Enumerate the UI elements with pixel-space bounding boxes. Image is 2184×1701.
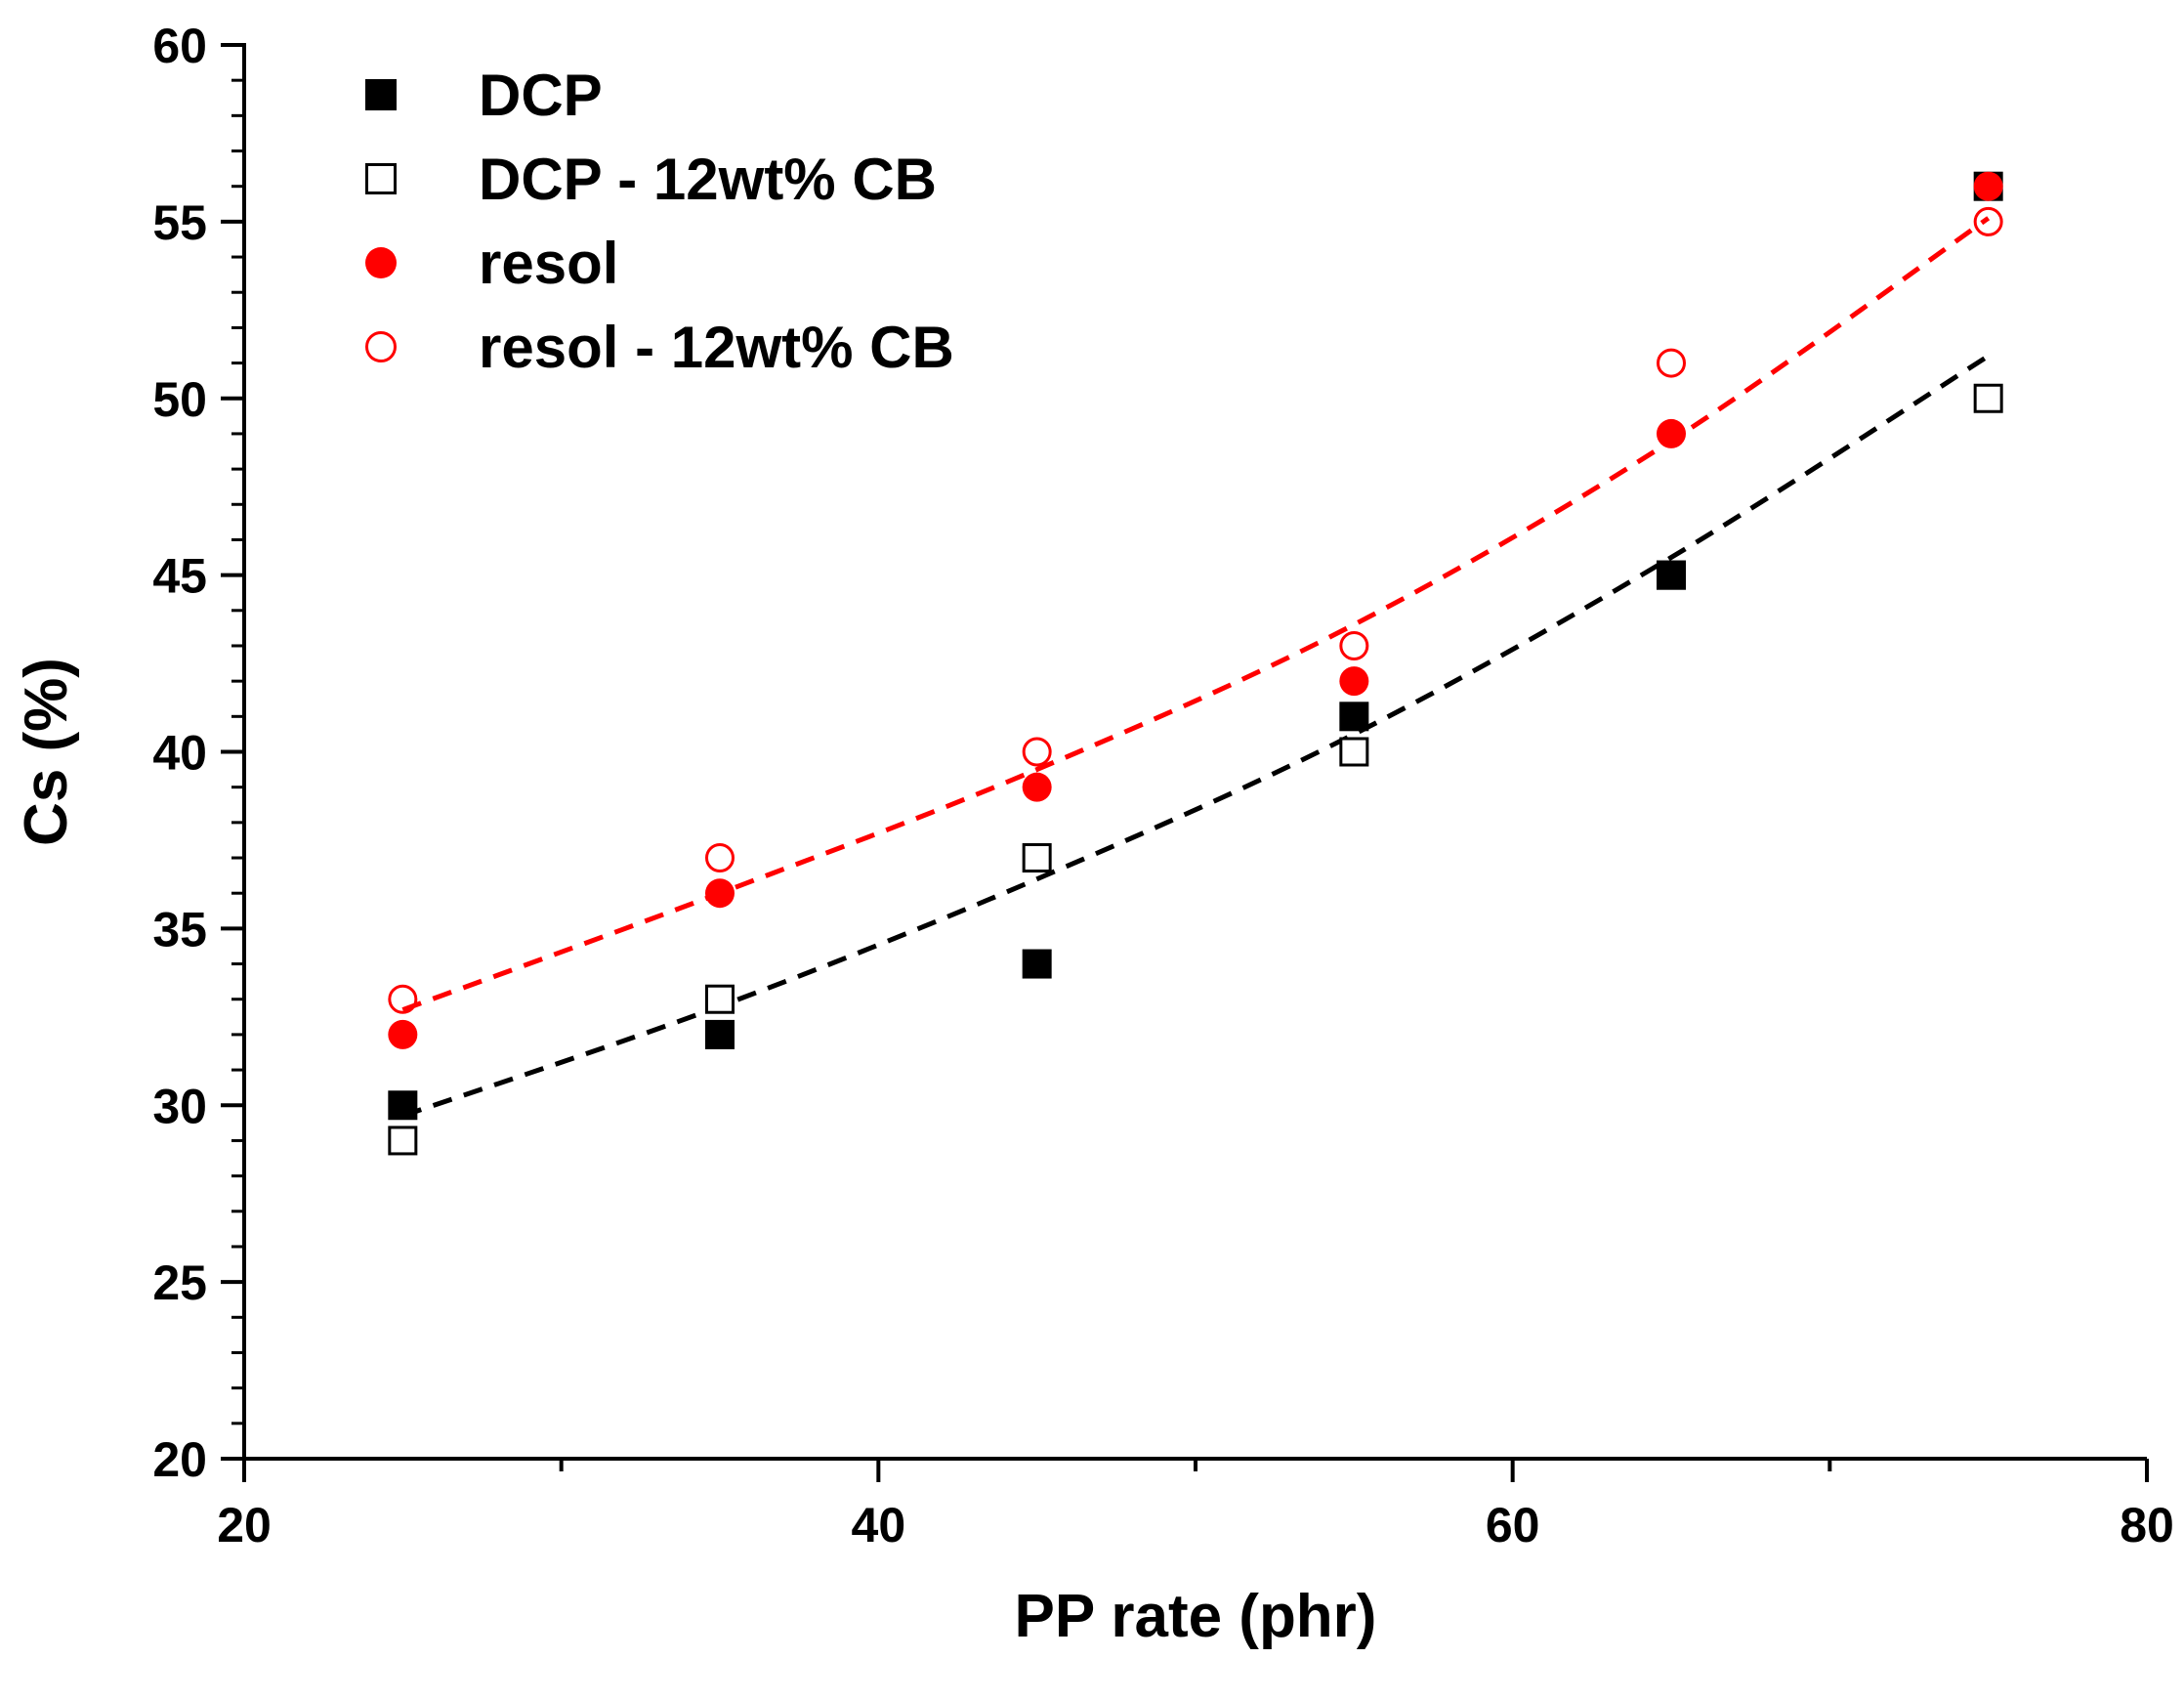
y-tick-label: 60 (152, 19, 207, 73)
y-tick-label: 40 (152, 726, 207, 781)
legend-label: DCP (479, 63, 603, 128)
y-tick-label: 25 (152, 1255, 207, 1310)
data-point (1339, 702, 1369, 732)
legend-marker (365, 331, 397, 362)
data-point (388, 984, 418, 1014)
data-point (1339, 630, 1369, 660)
data-point (1973, 171, 2003, 201)
data-point (1339, 737, 1369, 767)
legend-label: resol - 12wt% CB (479, 315, 954, 380)
data-point (1657, 418, 1686, 448)
data-point (388, 1126, 418, 1156)
y-tick-label: 45 (152, 549, 207, 604)
data-points-layer (388, 171, 2003, 1156)
x-tick-label: 20 (217, 1498, 272, 1552)
data-point (1022, 772, 1052, 802)
x-tick-label: 60 (1486, 1498, 1540, 1552)
y-tick-label: 50 (152, 372, 207, 427)
legend-label: resol (479, 231, 618, 296)
y-axis-title: Cs (%) (13, 658, 80, 846)
data-point (705, 984, 735, 1014)
data-point (1339, 666, 1369, 697)
y-tick-label: 55 (152, 195, 207, 250)
data-point (1657, 348, 1686, 378)
legend-label: DCP - 12wt% CB (479, 147, 937, 212)
data-point (1973, 383, 2003, 413)
x-axis-title: PP rate (phr) (1015, 1583, 1377, 1650)
y-tick-label: 20 (152, 1432, 207, 1487)
black-fit-line (401, 354, 1991, 1119)
x-tick-label: 40 (852, 1498, 906, 1552)
data-point (1022, 737, 1052, 767)
legend-marker (365, 163, 397, 194)
y-tick-label: 30 (152, 1079, 207, 1133)
x-tick-label: 80 (2120, 1498, 2174, 1552)
data-point (388, 1090, 418, 1121)
data-point (1022, 843, 1052, 873)
data-point (388, 1019, 418, 1049)
fit-lines-layer (401, 216, 1991, 1119)
legend-marker (365, 79, 397, 110)
data-point (705, 1019, 735, 1049)
data-point (1657, 560, 1686, 590)
legend: DCP DCP - 12wt% CB resol resol - 12wt% CB (365, 63, 954, 380)
y-tick-label: 35 (152, 902, 207, 957)
axes-layer: 20 40 60 80 20 25 30 35 40 45 50 55 60 (152, 19, 2173, 1552)
data-point (1973, 206, 2003, 236)
legend-marker (365, 247, 397, 278)
data-point (705, 843, 735, 873)
red-fit-line (401, 216, 1991, 1012)
data-point (705, 878, 735, 909)
data-point (1022, 949, 1052, 979)
